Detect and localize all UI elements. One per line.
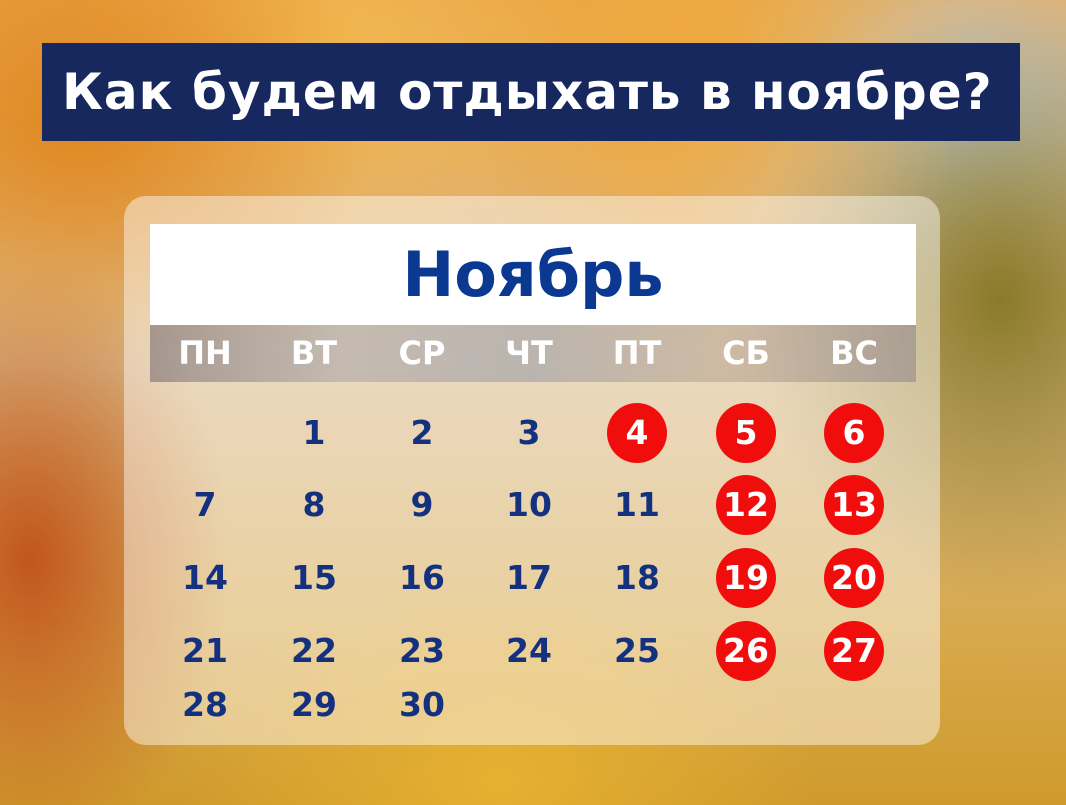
day-cell: 28 (182, 685, 228, 724)
day-off-cell: 13 (824, 475, 884, 535)
day-cell: 9 (410, 485, 434, 524)
day-cell: 24 (506, 631, 552, 670)
day-cell: 30 (399, 685, 445, 724)
day-cell: 23 (399, 631, 445, 670)
day-off-cell: 6 (824, 403, 884, 463)
day-cell: 16 (399, 558, 445, 597)
day-cell: 1 (302, 413, 326, 452)
day-cell: 10 (506, 485, 552, 524)
day-cell: 17 (506, 558, 552, 597)
weekday-label: ВТ (290, 334, 338, 372)
weekday-label: ПТ (612, 334, 662, 372)
weekday-label: ПН (178, 334, 232, 372)
weekday-label: СБ (722, 334, 770, 372)
day-cell: 15 (291, 558, 337, 597)
day-off-cell: 20 (824, 548, 884, 608)
day-off-cell: 12 (716, 475, 776, 535)
month-title: Ноябрь (150, 224, 916, 325)
day-cell: 11 (614, 485, 660, 524)
day-cell: 2 (410, 413, 434, 452)
day-cell: 21 (182, 631, 228, 670)
day-off-cell: 26 (716, 621, 776, 681)
day-cell: 25 (614, 631, 660, 670)
day-cell: 7 (193, 485, 217, 524)
day-cell: 8 (302, 485, 326, 524)
day-off-cell: 19 (716, 548, 776, 608)
day-cell: 18 (614, 558, 660, 597)
day-cell: 14 (182, 558, 228, 597)
day-off-cell: 27 (824, 621, 884, 681)
day-cell: 22 (291, 631, 337, 670)
page-title: Как будем отдыхать в ноябре? (42, 43, 1020, 141)
weekday-bar (150, 325, 916, 382)
day-cell: 3 (517, 413, 541, 452)
weekday-label: СР (398, 334, 446, 372)
day-cell: 29 (291, 685, 337, 724)
weekday-label: ВС (830, 334, 878, 372)
weekday-label: ЧТ (505, 334, 553, 372)
day-off-cell: 4 (607, 403, 667, 463)
day-off-cell: 5 (716, 403, 776, 463)
